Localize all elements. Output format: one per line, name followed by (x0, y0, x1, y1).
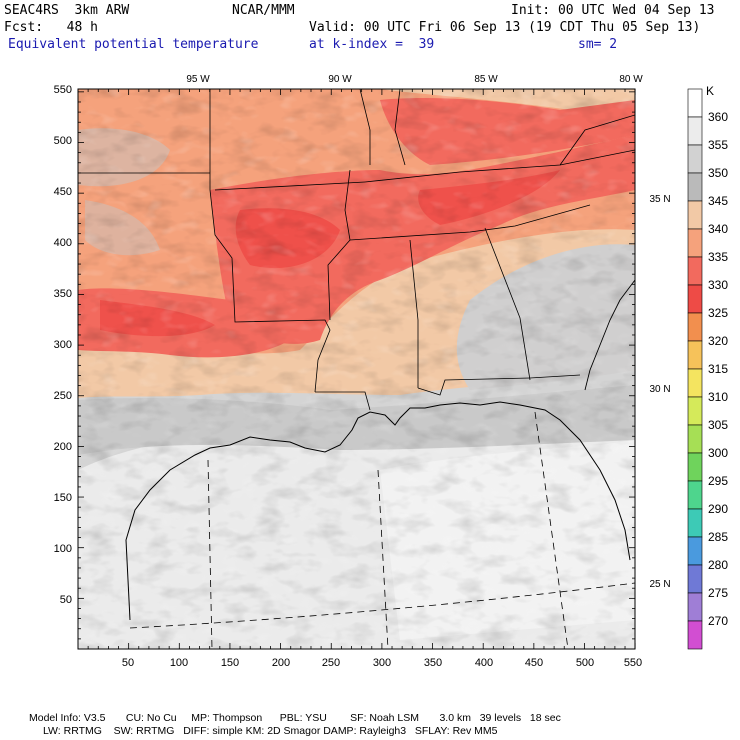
colorbar-swatch (687, 508, 703, 538)
colorbar-swatch (687, 116, 703, 146)
colorbar-level-label: 315 (708, 362, 728, 376)
colorbar-swatch (687, 200, 703, 230)
lon-label-90w: 90 W (328, 74, 352, 85)
colorbar-swatch (687, 424, 703, 454)
field-shading (78, 89, 635, 649)
colorbar-swatch (687, 144, 703, 174)
colorbar-level-label: 280 (708, 558, 728, 572)
y-tick-50: 50 (60, 594, 72, 606)
x-tick-250: 250 (322, 657, 340, 669)
y-tick-400: 400 (54, 237, 72, 249)
colorbar-swatch (687, 228, 703, 258)
lat-label-30n: 30 N (649, 384, 670, 395)
lon-label-85w: 85 W (474, 74, 498, 85)
model-info-line1: Model Info: V3.5 CU: No Cu MP: Thompson … (29, 712, 561, 724)
colorbar: 360 355 350 345 340 335 330 325 320 315 310 305 300 2… (687, 88, 728, 650)
x-tick-100: 100 (170, 657, 188, 669)
colorbar-swatch (687, 172, 703, 202)
colorbar-swatch (687, 480, 703, 510)
colorbar-swatch (687, 396, 703, 426)
colorbar-level-label: 330 (708, 278, 728, 292)
colorbar-swatch (687, 340, 703, 370)
y-tick-300: 300 (54, 339, 72, 351)
colorbar-swatch (687, 88, 703, 118)
colorbar-level-label: 355 (708, 138, 728, 152)
colorbar-level-label: 360 (708, 110, 728, 124)
colorbar-swatch (687, 564, 703, 594)
colorbar-level-label: 290 (708, 502, 728, 516)
level-label: at k-index = 39 (309, 37, 435, 52)
lon-label-80w: 80 W (619, 74, 643, 85)
lon-label-95w: 95 W (186, 74, 210, 85)
x-tick-400: 400 (475, 657, 493, 669)
y-tick-100: 100 (54, 543, 72, 555)
colorbar-level-label: 270 (708, 614, 728, 628)
x-tick-50: 50 (122, 657, 134, 669)
y-tick-500: 500 (54, 135, 72, 147)
colorbar-level-label: 295 (708, 474, 728, 488)
colorbar-swatch (687, 256, 703, 286)
colorbar-level-label: 345 (708, 194, 728, 208)
y-tick-550: 550 (54, 84, 72, 96)
colorbar-swatch (687, 312, 703, 342)
colorbar-level-label: 325 (708, 306, 728, 320)
y-tick-250: 250 (54, 390, 72, 402)
colorbar-swatch (687, 284, 703, 314)
colorbar-level-label: 285 (708, 530, 728, 544)
colorbar-swatch (687, 620, 703, 650)
x-tick-300: 300 (373, 657, 391, 669)
smoothing-label: sm= 2 (578, 37, 618, 52)
x-tick-550: 550 (624, 657, 642, 669)
colorbar-level-label: 300 (708, 446, 728, 460)
model-title: SEAC4RS 3km ARW (4, 3, 130, 18)
field-name-label: Equivalent potential temperature (8, 37, 259, 52)
y-tick-450: 450 (54, 186, 72, 198)
colorbar-level-label: 350 (708, 166, 728, 180)
graticule (129, 411, 635, 649)
organization-label: NCAR/MMM (232, 3, 295, 18)
colorbar-swatch (687, 592, 703, 622)
colorbar-swatch (687, 368, 703, 398)
y-tick-200: 200 (54, 441, 72, 453)
state-borders (78, 89, 635, 411)
y-tick-350: 350 (54, 288, 72, 300)
gulf-coastline (125, 401, 631, 621)
x-tick-450: 450 (525, 657, 543, 669)
colorbar-level-label: 305 (708, 418, 728, 432)
forecast-hour-label: Fcst: 48 h (4, 20, 98, 35)
colorbar-level-label: 340 (708, 222, 728, 236)
colorbar-swatch (687, 452, 703, 482)
colorbar-swatch (687, 536, 703, 566)
colorbar-level-label: 335 (708, 250, 728, 264)
lat-label-35n: 35 N (649, 194, 670, 205)
init-time-label: Init: 00 UTC Wed 04 Sep 13 (511, 3, 715, 18)
plot-frame (77, 88, 636, 650)
x-tick-150: 150 (221, 657, 239, 669)
lat-label-25n: 25 N (649, 579, 670, 590)
x-tick-500: 500 (576, 657, 594, 669)
model-info-line2: LW: RRTMG SW: RRTMG DIFF: simple KM: 2D … (43, 725, 498, 737)
x-tick-350: 350 (424, 657, 442, 669)
valid-time-label: Valid: 00 UTC Fri 06 Sep 13 (19 CDT Thu … (309, 20, 701, 35)
colorbar-level-label: 275 (708, 586, 728, 600)
colorbar-level-label: 310 (708, 390, 728, 404)
colorbar-level-label: 320 (708, 334, 728, 348)
colorbar-unit: K (706, 84, 714, 98)
y-tick-150: 150 (54, 492, 72, 504)
x-tick-200: 200 (272, 657, 290, 669)
